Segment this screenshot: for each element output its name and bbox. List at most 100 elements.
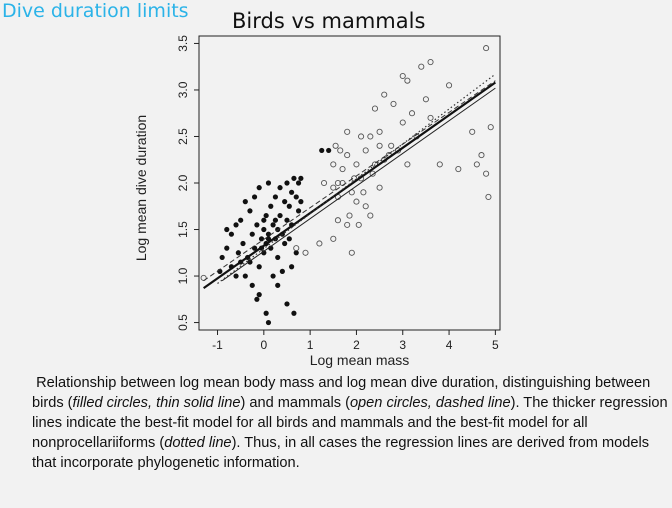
bird-point: [242, 199, 248, 205]
bird-point: [249, 231, 255, 237]
mammal-point: [478, 152, 485, 159]
bird-point: [270, 222, 276, 228]
bird-point: [265, 231, 272, 237]
bird-point: [219, 254, 225, 261]
y-tick-label: 3.0: [176, 81, 190, 98]
bird-point: [295, 208, 302, 214]
bird-point: [298, 199, 304, 205]
mammal-point: [381, 91, 388, 98]
bird-point: [256, 264, 262, 270]
bird-point: [277, 185, 283, 191]
bird-point: [291, 175, 297, 181]
mammal-point: [427, 114, 434, 121]
x-tick-label: 3: [399, 338, 406, 352]
bird-point: [254, 222, 260, 228]
mammal-point: [376, 184, 383, 191]
mammal-point: [388, 142, 395, 149]
bird-point: [256, 185, 262, 191]
bird-point: [272, 217, 279, 223]
caption-em-2: open circles, dashed line: [349, 395, 511, 411]
bird-point: [228, 231, 235, 237]
bird-point: [224, 226, 230, 233]
mammal-point: [469, 128, 476, 135]
bird-point: [233, 273, 239, 279]
bird-point: [256, 292, 262, 298]
mammal-point: [334, 179, 341, 187]
bird-point: [293, 194, 299, 200]
caption-em-3: dotted line: [164, 435, 232, 451]
bird-point: [326, 147, 332, 154]
bird-point: [286, 236, 292, 242]
mammal-point: [446, 82, 453, 89]
bird-point: [279, 268, 285, 274]
bird-point: [291, 310, 297, 316]
bird-point: [238, 217, 244, 223]
regression-line-all: [202, 81, 497, 290]
mammal-point: [346, 212, 353, 219]
chart-title: Birds vs mammals: [232, 9, 426, 33]
y-tick-label: 1.0: [176, 267, 190, 284]
mammal-point: [487, 124, 494, 131]
bird-point: [275, 282, 281, 288]
mammal-point: [344, 128, 351, 135]
mammal-point: [360, 189, 367, 196]
x-tick-label: 4: [446, 338, 453, 352]
bird-point: [240, 240, 246, 247]
y-tick-label: 1.5: [176, 221, 190, 238]
bird-point: [261, 250, 267, 256]
mammal-point: [337, 147, 344, 154]
bird-point: [275, 254, 281, 261]
mammal-point: [422, 96, 429, 103]
x-tick-label: 0: [260, 338, 267, 352]
mammal-point: [293, 245, 300, 252]
mammal-point: [362, 147, 369, 154]
mammal-point: [376, 142, 383, 149]
bird-point: [258, 236, 265, 242]
regression-line-birds: [221, 87, 496, 282]
bird-point: [251, 194, 258, 200]
mammal-point: [367, 212, 374, 219]
mammal-point: [473, 161, 480, 168]
mammal-point: [334, 217, 341, 224]
mammal-point: [330, 235, 337, 242]
bird-point: [265, 180, 272, 186]
bird-point: [270, 273, 276, 279]
mammal-point: [353, 198, 360, 205]
bird-point: [289, 264, 295, 270]
mammal-point: [371, 105, 379, 112]
bird-point: [284, 301, 290, 307]
mammal-point: [332, 142, 339, 149]
bird-point: [242, 273, 248, 279]
bird-point: [235, 250, 241, 256]
y-tick-label: 0.5: [176, 314, 190, 331]
x-axis-label: Log mean mass: [310, 352, 410, 368]
mammal-point: [399, 72, 406, 80]
caption-em-1: filled circles, thin solid line: [72, 395, 241, 411]
mammal-point: [436, 161, 443, 168]
mammal-point: [483, 170, 490, 177]
bird-point: [261, 226, 267, 233]
regression-line-mammals: [203, 80, 496, 282]
x-tick-label: 5: [492, 338, 499, 352]
scatter-chart: -1 0 1 2 3 4 5 0.5 1.0 1.5 2.0 2.5 3.0 3.5 Log mean ma…: [133, 35, 501, 368]
slide-title: Dive duration limits: [2, 0, 189, 22]
bird-point: [247, 208, 253, 214]
bird-point: [277, 212, 283, 219]
plot-frame: [198, 35, 501, 331]
bird-point: [289, 189, 295, 195]
mammal-point: [376, 128, 383, 135]
bird-point: [233, 222, 239, 228]
mammal-point: [483, 45, 490, 52]
y-tick-label: 3.5: [176, 35, 190, 52]
y-tick-label: 2.0: [176, 174, 190, 191]
caption-text-1: Relationship between log mean body mass …: [32, 375, 651, 411]
mammal-point: [455, 165, 462, 173]
bird-point: [261, 217, 267, 223]
bird-point: [282, 240, 288, 247]
bird-point: [249, 282, 255, 288]
mammal-point: [358, 133, 365, 140]
mammal-point: [404, 161, 411, 168]
caption-text-3: ). The thicker regression lines indicate…: [32, 395, 668, 451]
mammal-point: [339, 165, 346, 173]
mammal-point: [302, 249, 309, 256]
